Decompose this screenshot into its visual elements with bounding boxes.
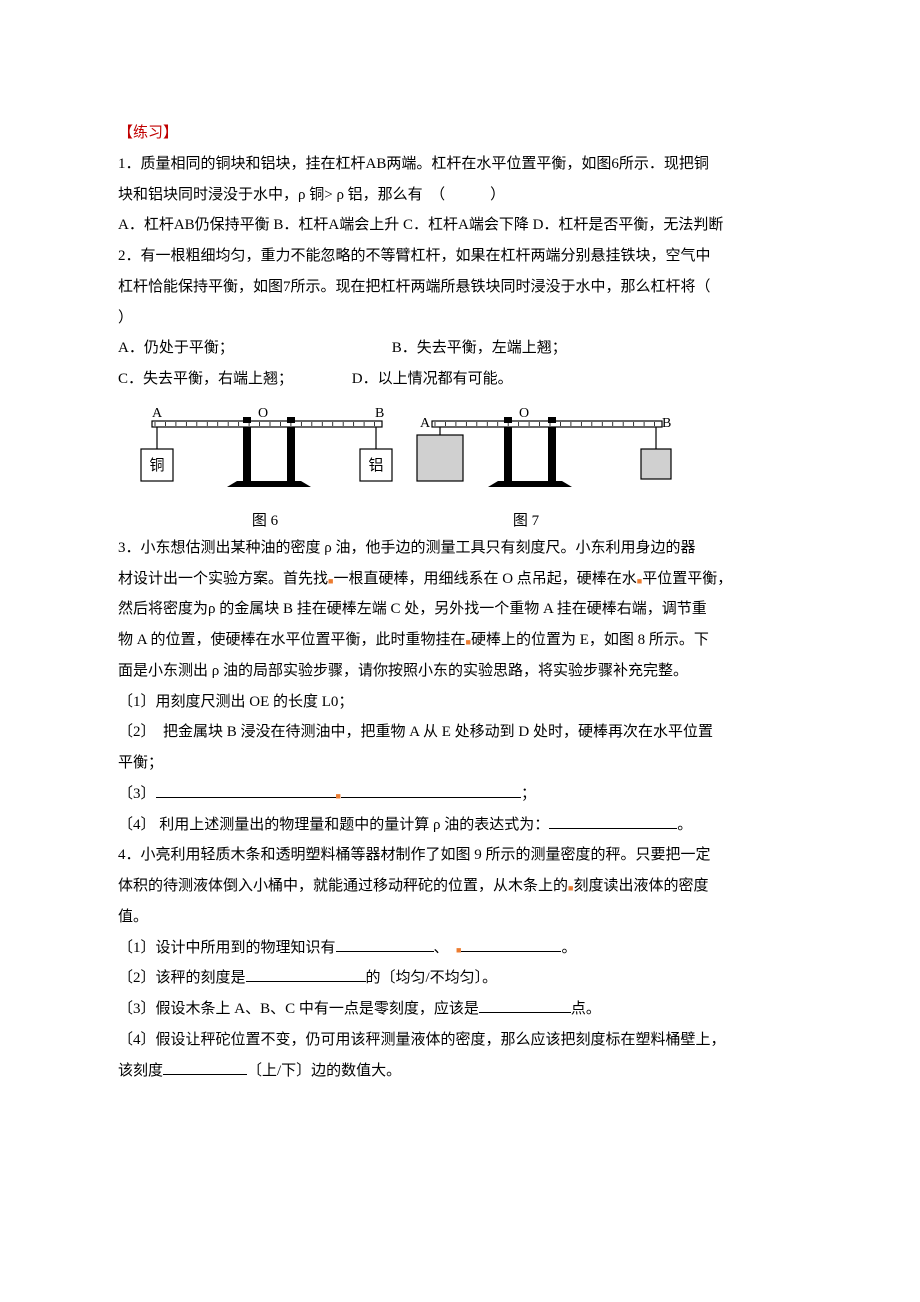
fig6-label-a: A — [152, 406, 163, 421]
q4-step4a: 〔4〕假设让秤砣位置不变，仍可用该秤测量液体的密度，那么应该把刻度标在塑料桶壁上… — [118, 1025, 802, 1056]
q2-line2: 杠杆恰能保持平衡，如图7所示。现在把杠杆两端所悬铁块同时浸没于水中，那么杠杆将（ — [118, 272, 802, 303]
q2-options-row2: C．失去平衡，右端上翘； D．以上情况都有可能。 — [118, 364, 802, 395]
q2-opt-a: A．仍处于平衡； — [118, 333, 388, 364]
q2-opt-c: C．失去平衡，右端上翘； — [118, 364, 348, 395]
fig6-label-o: O — [258, 406, 268, 421]
blank-input[interactable] — [246, 966, 366, 983]
blank-input[interactable] — [461, 935, 561, 952]
q4-step2: 〔2〕该秤的刻度是 的〔均匀/不均匀〕。 — [118, 963, 802, 994]
q4-s2-b: 的〔均匀/不均匀〕。 — [366, 970, 498, 986]
q3-line3: 然后将密度为ρ 的金属块 B 挂在硬棒左端 C 处，另外找一个重物 A 挂在硬棒… — [118, 594, 802, 625]
q4-line3: 值。 — [118, 902, 802, 933]
q3-l4-b: 硬棒上的位置为 E，如图 8 所示。下 — [471, 632, 709, 648]
fig7-label-o: O — [519, 406, 529, 421]
q3-l2-c: 平位置平衡， — [642, 571, 732, 587]
q3-l2-a: 材设计出一个实验方案。首先找 — [118, 571, 328, 587]
q4-s1-end: 。 — [561, 940, 576, 956]
q4-step1: 〔1〕设计中所用到的物理知识有、 ■。 — [118, 933, 802, 964]
q3-step1: 〔1〕用刻度尺测出 OE 的长度 L0； — [118, 687, 802, 718]
q2-opt-d: D．以上情况都有可能。 — [352, 371, 513, 387]
fig7-caption: 图 7 — [513, 512, 540, 529]
q3-step4: 〔4〕 利用上述测量出的物理量和题中的量计算 ρ 油的表达式为： 。 — [118, 810, 802, 841]
blank-input[interactable] — [156, 781, 336, 798]
q2-line3: ） — [118, 303, 802, 334]
q3-s3-end: ； — [521, 786, 536, 802]
q4-s1-sep: 、 — [434, 940, 442, 956]
q3-line4: 物 A 的位置，使硬棒在水平位置平衡，此时重物挂在■硬棒上的位置为 E，如图 8… — [118, 625, 802, 656]
blank-input[interactable] — [549, 812, 677, 829]
blank-input[interactable] — [163, 1058, 247, 1075]
fig7-label-b: B — [662, 416, 671, 431]
q4-s1-a: 〔1〕设计中所用到的物理知识有 — [118, 940, 336, 956]
q3-s3-label: 〔3〕 — [118, 786, 156, 802]
blank-input[interactable] — [341, 781, 521, 798]
q4-s3-a: 〔3〕假设木条上 A、B、C 中有一点是零刻度，应该是 — [118, 1001, 479, 1017]
fig6-block-copper: 铜 — [149, 457, 164, 474]
fig6-label-b: B — [375, 406, 384, 421]
q4-line1: 4．小亮利用轻质木条和透明塑料桶等器材制作了如图 9 所示的测量密度的秤。只要把… — [118, 840, 802, 871]
q4-l2-a: 体积的待测液体倒入小桶中，就能通过移动秤砣的位置，从木条上的 — [118, 878, 568, 894]
q3-l2-b: 一根直硬棒，用细线系在 O 点吊起，硬棒在水 — [333, 571, 636, 587]
q3-step2: 〔2〕 把金属块 B 浸没在待测油中，把重物 A 从 E 处移动到 D 处时，硬… — [118, 717, 802, 748]
q2-options-row1: A．仍处于平衡； B．失去平衡，左端上翘； — [118, 333, 802, 364]
q4-s2-a: 〔2〕该秤的刻度是 — [118, 970, 246, 986]
q1-line2: 块和铝块同时浸没于水中，ρ 铜> ρ 铝，那么有 （ ） — [118, 180, 802, 211]
q3-step3: 〔3〕■； — [118, 779, 802, 810]
q4-l2-b: 刻度读出液体的密度 — [573, 878, 708, 894]
q2-opt-b: B．失去平衡，左端上翘； — [392, 340, 567, 356]
blank-input[interactable] — [336, 935, 434, 952]
q2-line1: 2．有一根粗细均匀，重力不能忽略的不等臂杠杆，如果在杠杆两端分别悬挂铁块，空气中 — [118, 241, 802, 272]
figure-row: A O B 铜 铝 图 6 A O B 图 7 — [118, 401, 802, 531]
fig6-block-alum: 铝 — [368, 457, 383, 474]
q3-step2b: 平衡； — [118, 748, 802, 779]
q3-line2: 材设计出一个实验方案。首先找■一根直硬棒，用细线系在 O 点吊起，硬棒在水■平位… — [118, 564, 802, 595]
q4-s3-b: 点。 — [571, 1001, 601, 1017]
q4-s4-c: 〔上/下〕边的数值大。 — [247, 1063, 401, 1079]
q3-line5: 面是小东测出 ρ 油的局部实验步骤，请你按照小东的实验思路，将实验步骤补充完整。 — [118, 656, 802, 687]
q4-step3: 〔3〕假设木条上 A、B、C 中有一点是零刻度，应该是 点。 — [118, 994, 802, 1025]
section-heading: 【练习】 — [118, 118, 802, 149]
q1-line1: 1．质量相同的铜块和铝块，挂在杠杆AB两端。杠杆在水平位置平衡，如图6所示．现把… — [118, 149, 802, 180]
figures-svg: A O B 铜 铝 图 6 A O B 图 7 — [118, 401, 678, 531]
fig6-caption: 图 6 — [252, 512, 279, 529]
q3-s4-end: 。 — [677, 817, 692, 833]
q3-l4-a: 物 A 的位置，使硬棒在水平位置平衡，此时重物挂在 — [118, 632, 466, 648]
fig7-label-a: A — [420, 416, 431, 431]
q4-line2: 体积的待测液体倒入小桶中，就能通过移动秤砣的位置，从木条上的■刻度读出液体的密度 — [118, 871, 802, 902]
q1-options: A．杠杆AB仍保持平衡 B．杠杆A端会上升 C．杠杆A端会下降 D．杠杆是否平衡… — [118, 210, 802, 241]
q4-s4-b: 该刻度 — [118, 1063, 163, 1079]
q4-step4b: 该刻度 〔上/下〕边的数值大。 — [118, 1056, 802, 1087]
q3-line1: 3．小东想估测出某种油的密度 ρ 油，他手边的测量工具只有刻度尺。小东利用身边的… — [118, 533, 802, 564]
q3-s4-label: 〔4〕 利用上述测量出的物理量和题中的量计算 ρ 油的表达式为： — [118, 817, 549, 833]
blank-input[interactable] — [479, 997, 571, 1014]
